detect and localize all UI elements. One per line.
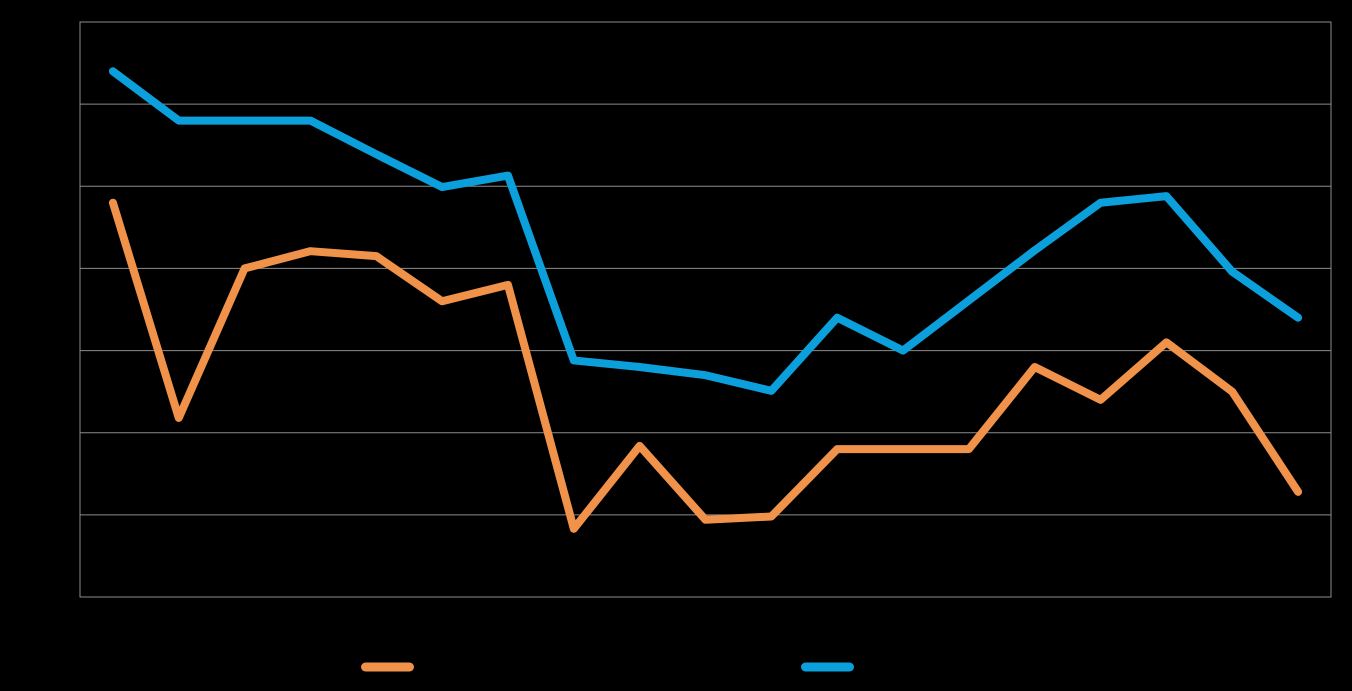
series-line	[108, 67, 1303, 395]
y-tick-label: 3	[64, 341, 72, 357]
y-tick-label: 2	[64, 423, 72, 439]
y-tick-label: 5	[64, 177, 72, 193]
y-tick-label: 6	[64, 95, 72, 111]
y-tick-label: 1	[64, 506, 72, 522]
y-tick-label: 4	[64, 259, 72, 275]
y-tick-label: 7	[64, 13, 72, 29]
y-tick-label: 0	[64, 588, 72, 604]
series-line	[108, 198, 1303, 533]
plot-border	[79, 21, 1332, 598]
